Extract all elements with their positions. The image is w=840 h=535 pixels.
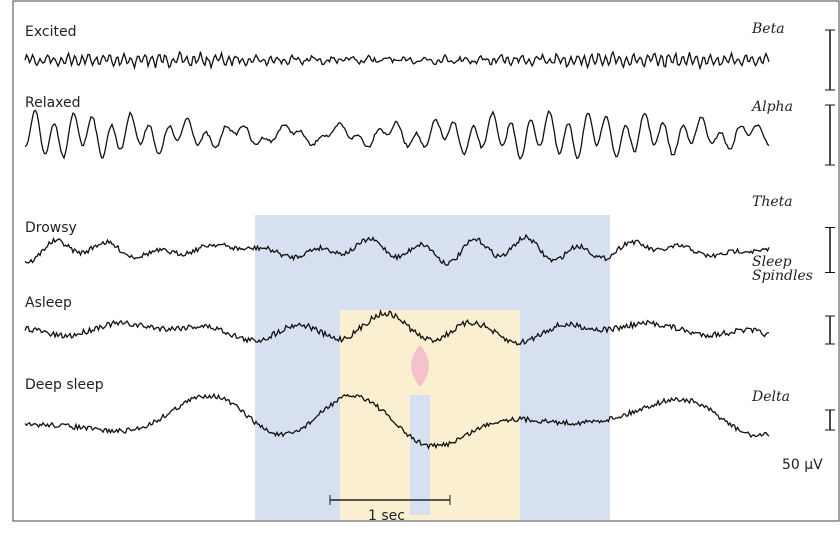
state-label: Asleep	[25, 295, 72, 311]
eeg-figure	[0, 0, 840, 535]
wave-label: Theta	[752, 195, 812, 209]
state-label: Excited	[25, 24, 76, 40]
state-label: Relaxed	[25, 95, 81, 111]
watermark	[255, 215, 610, 520]
wave-label: Delta	[752, 390, 812, 404]
time-scale-label: 1 sec	[368, 508, 405, 524]
wave-label: Alpha	[752, 100, 812, 114]
eeg-trace	[25, 52, 769, 68]
eeg-trace	[25, 110, 769, 158]
wave-label: Beta	[752, 22, 812, 36]
state-label: Deep sleep	[25, 377, 104, 393]
wave-label: Sleep Spindles	[752, 255, 812, 283]
figure: 1 sec 50 µV Excited Beta Relaxed Alpha Drows…	[0, 0, 840, 535]
state-label: Drowsy	[25, 220, 77, 236]
voltage-scale-label: 50 µV	[782, 457, 823, 473]
